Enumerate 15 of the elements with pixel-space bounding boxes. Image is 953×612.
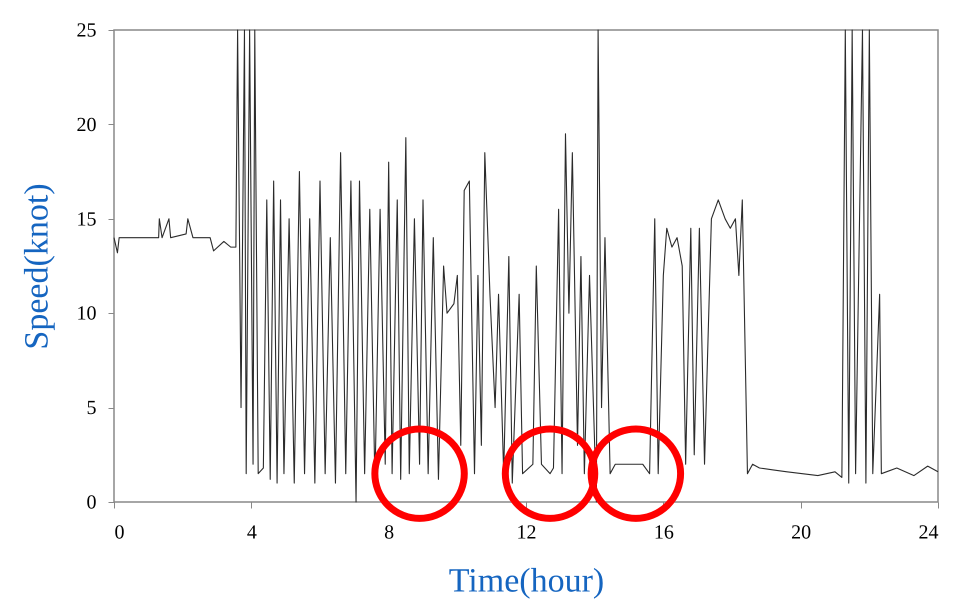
x-tick-label: 8: [384, 522, 394, 544]
x-tick-label: 24: [918, 522, 938, 544]
x-tick-label: 16: [654, 522, 674, 544]
y-tick-label: 10: [76, 302, 96, 325]
x-tick-label: 0: [114, 522, 124, 544]
x-tick-label: 20: [791, 522, 812, 544]
y-tick-label: 25: [76, 20, 96, 42]
y-tick-label: 0: [86, 492, 96, 514]
x-axis-title: Time(hour): [448, 562, 604, 600]
y-tick-label: 20: [76, 114, 96, 136]
x-tick-label: 4: [246, 522, 257, 544]
x-tick-label: 12: [516, 522, 536, 544]
y-axis-title: Speed(knot): [18, 183, 56, 350]
y-tick-label: 15: [76, 208, 96, 230]
y-tick-label: 5: [86, 397, 96, 420]
